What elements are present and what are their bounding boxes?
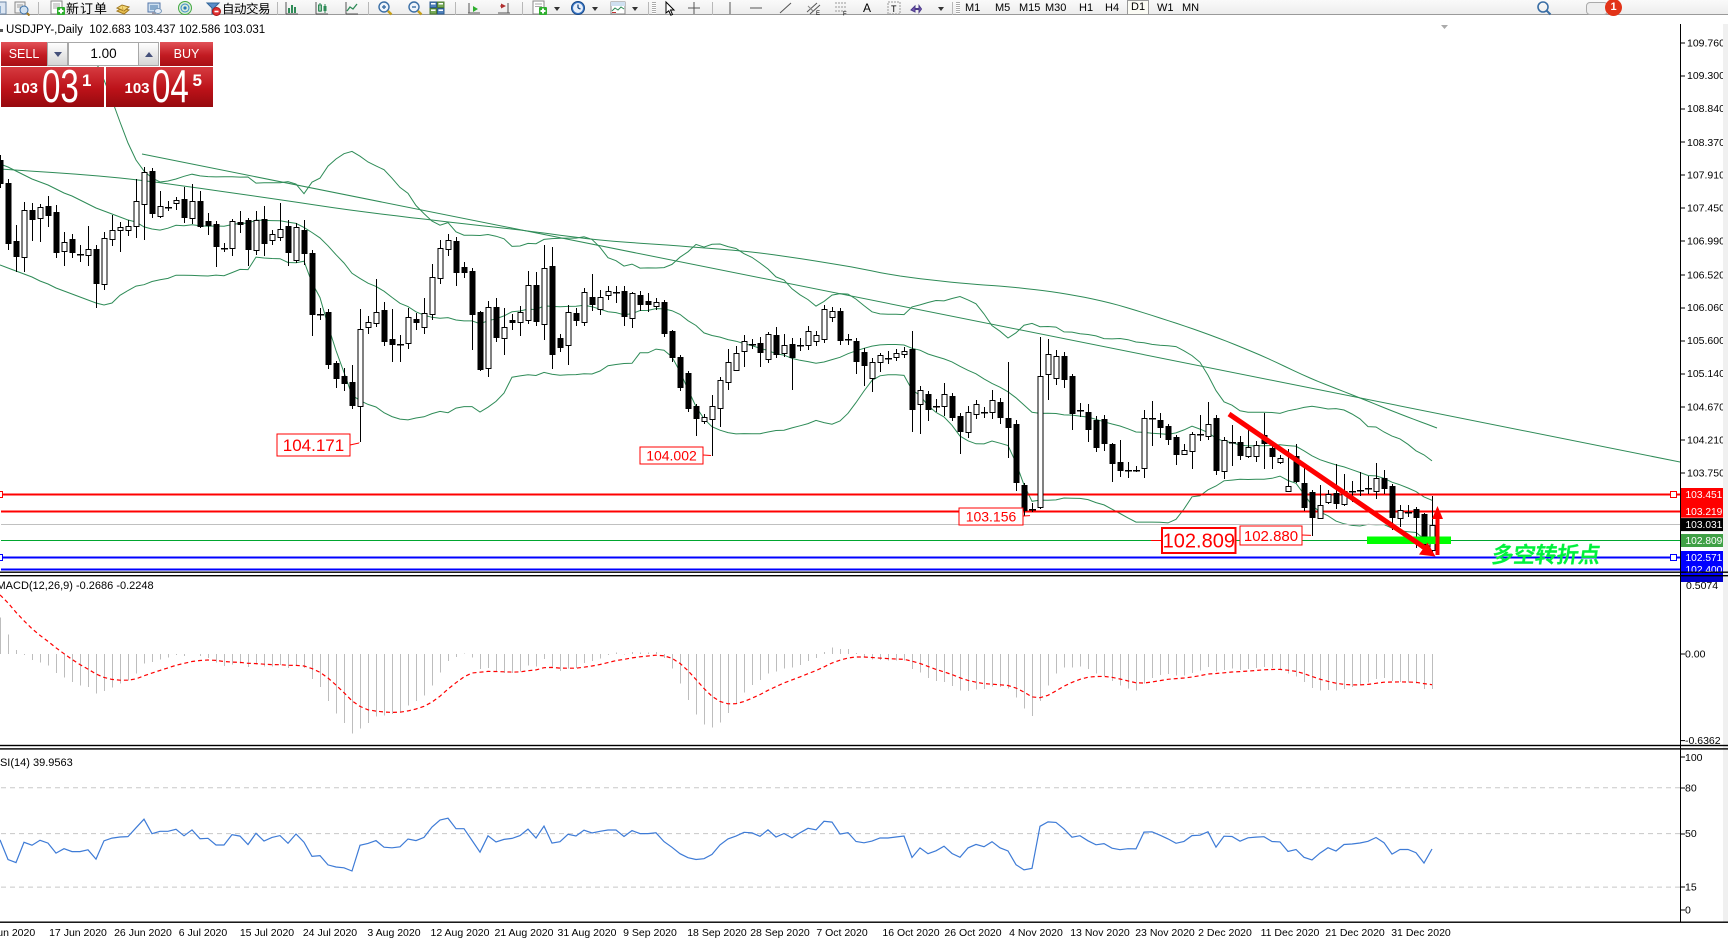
svg-text:24 Jul 2020: 24 Jul 2020 xyxy=(303,927,357,939)
svg-text:F: F xyxy=(843,12,847,17)
svg-text:100: 100 xyxy=(1685,752,1703,764)
svg-text:109.300: 109.300 xyxy=(1687,70,1725,82)
svg-text:50: 50 xyxy=(1685,828,1697,840)
svg-text:RSI(14) 39.9563: RSI(14) 39.9563 xyxy=(0,757,73,769)
svg-text:109.760: 109.760 xyxy=(1687,37,1725,49)
svg-text:26 Jun 2020: 26 Jun 2020 xyxy=(114,927,172,939)
svg-text:80: 80 xyxy=(1685,782,1697,794)
svg-text:18 Sep 2020: 18 Sep 2020 xyxy=(687,927,747,939)
svg-text:102.809: 102.809 xyxy=(1686,536,1723,547)
svg-text:13 Nov 2020: 13 Nov 2020 xyxy=(1070,927,1130,939)
svg-text:16 Oct 2020: 16 Oct 2020 xyxy=(882,927,939,939)
svg-text:107.450: 107.450 xyxy=(1687,203,1725,215)
svg-text:107.910: 107.910 xyxy=(1687,170,1725,182)
svg-text:31 Aug 2020: 31 Aug 2020 xyxy=(558,927,617,939)
svg-text:T: T xyxy=(891,4,897,14)
svg-text:9 Sep 2020: 9 Sep 2020 xyxy=(623,927,677,939)
svg-text:103.750: 103.750 xyxy=(1687,468,1725,480)
svg-text:6 Jul 2020: 6 Jul 2020 xyxy=(179,927,228,939)
svg-text:-0.6362: -0.6362 xyxy=(1685,735,1721,747)
svg-text:103.451: 103.451 xyxy=(1686,490,1723,501)
svg-text:4 Nov 2020: 4 Nov 2020 xyxy=(1009,927,1063,939)
svg-text:106.520: 106.520 xyxy=(1687,269,1725,281)
svg-text:103.031: 103.031 xyxy=(1686,520,1723,531)
svg-text:102.809: 102.809 xyxy=(1163,531,1235,553)
svg-text:106.060: 106.060 xyxy=(1687,302,1725,314)
svg-text:104.670: 104.670 xyxy=(1687,402,1725,414)
svg-text:105.140: 105.140 xyxy=(1687,368,1725,380)
svg-text:3 Aug 2020: 3 Aug 2020 xyxy=(367,927,420,939)
svg-text:102.571: 102.571 xyxy=(1686,553,1723,564)
svg-text:104.002: 104.002 xyxy=(646,448,697,464)
svg-text:21 Dec 2020: 21 Dec 2020 xyxy=(1325,927,1385,939)
svg-text:108.370: 108.370 xyxy=(1687,137,1725,149)
svg-text:E: E xyxy=(816,11,820,16)
svg-text:103.156: 103.156 xyxy=(966,509,1017,525)
svg-text:103.219: 103.219 xyxy=(1686,507,1723,518)
svg-text:15: 15 xyxy=(1685,882,1697,894)
svg-text:17 Jun 2020: 17 Jun 2020 xyxy=(49,927,107,939)
svg-text:0: 0 xyxy=(1685,905,1691,917)
svg-text:26 Oct 2020: 26 Oct 2020 xyxy=(944,927,1001,939)
svg-text:105.600: 105.600 xyxy=(1687,335,1725,347)
svg-text:102.400: 102.400 xyxy=(1686,565,1723,576)
svg-text:0.00: 0.00 xyxy=(1685,649,1706,661)
svg-text:MACD(12,26,9) -0.2686 -0.2248: MACD(12,26,9) -0.2686 -0.2248 xyxy=(0,580,154,592)
svg-text:21 Aug 2020: 21 Aug 2020 xyxy=(495,927,554,939)
svg-text:104.210: 104.210 xyxy=(1687,435,1725,447)
svg-text:11 Dec 2020: 11 Dec 2020 xyxy=(1261,927,1320,939)
svg-text:23 Nov 2020: 23 Nov 2020 xyxy=(1135,927,1195,939)
svg-text:7 Oct 2020: 7 Oct 2020 xyxy=(816,927,868,939)
svg-text:108.840: 108.840 xyxy=(1687,103,1725,115)
svg-text:28 Sep 2020: 28 Sep 2020 xyxy=(750,927,810,939)
svg-text:102.880: 102.880 xyxy=(1244,528,1298,545)
svg-text:104.171: 104.171 xyxy=(283,436,344,455)
svg-text:Jun 2020: Jun 2020 xyxy=(0,927,35,939)
svg-text:12 Aug 2020: 12 Aug 2020 xyxy=(431,927,490,939)
svg-text:2 Dec 2020: 2 Dec 2020 xyxy=(1198,927,1252,939)
svg-text:15 Jul 2020: 15 Jul 2020 xyxy=(240,927,294,939)
svg-text:31 Dec 2020: 31 Dec 2020 xyxy=(1391,927,1451,939)
svg-text:106.990: 106.990 xyxy=(1687,236,1725,248)
svg-text:0.5074: 0.5074 xyxy=(1686,580,1718,592)
